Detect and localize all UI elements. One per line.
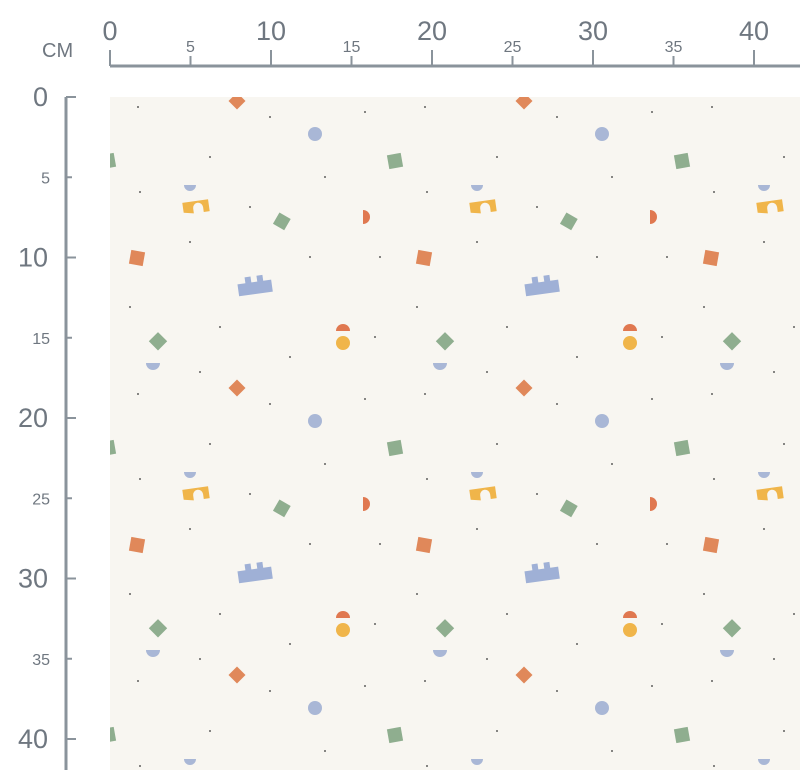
top-tick-label: 40 xyxy=(739,16,769,46)
top-tick-label: 25 xyxy=(504,39,522,56)
left-tick-label: 15 xyxy=(32,331,50,348)
left-tick-label: 10 xyxy=(18,243,48,273)
ruler-ticks: 0 5 10 15 20 25 30 35 40 0 5 10 15 20 25 30 35 40 xyxy=(18,16,769,754)
top-tick-label: 20 xyxy=(417,16,447,46)
left-tick-label: 20 xyxy=(18,403,48,433)
unit-label: CM xyxy=(42,40,73,62)
top-tick-label: 30 xyxy=(578,16,608,46)
left-tick-label: 35 xyxy=(32,652,50,669)
left-tick-label: 40 xyxy=(18,724,48,754)
top-tick-label: 5 xyxy=(186,39,195,56)
fabric-pattern xyxy=(110,97,800,770)
left-tick-label: 25 xyxy=(32,491,50,508)
left-tick-label: 5 xyxy=(41,170,50,187)
top-tick-label: 35 xyxy=(665,39,683,56)
left-tick-label: 0 xyxy=(33,82,48,112)
top-tick-label: 0 xyxy=(102,16,117,46)
top-tick-label: 15 xyxy=(343,39,361,56)
left-tick-label: 30 xyxy=(18,564,48,594)
top-tick-label: 10 xyxy=(256,16,286,46)
